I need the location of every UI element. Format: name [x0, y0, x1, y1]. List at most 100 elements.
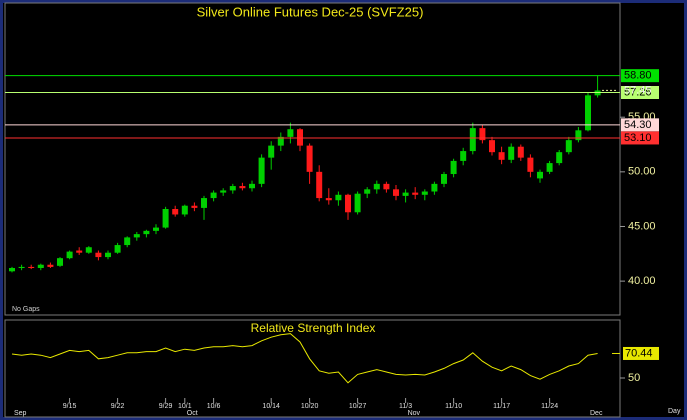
- candle-body: [249, 183, 255, 189]
- candle-body: [153, 227, 159, 231]
- level-label: 53.10: [624, 132, 652, 144]
- candle-body: [383, 183, 390, 190]
- last-value-box: [623, 346, 659, 360]
- candle-body: [498, 152, 505, 160]
- y-tick-label: 50.00: [628, 166, 656, 178]
- candle-body: [364, 189, 371, 194]
- candle-body: [191, 205, 198, 208]
- x-tick-label: 10/1: [178, 403, 192, 410]
- last-value-label: 70.44: [625, 347, 653, 359]
- candle-body: [210, 192, 217, 199]
- candle-body: [335, 194, 342, 201]
- level-label: 57.26: [624, 86, 652, 98]
- candle-body: [421, 191, 428, 195]
- candle-body: [277, 136, 284, 146]
- month-label: Nov: [408, 410, 421, 417]
- level-label: 58.80: [624, 70, 652, 82]
- candle-body: [47, 264, 54, 267]
- rsi-panel: [4, 319, 621, 418]
- candle-body: [508, 146, 515, 160]
- level-label-box: [621, 118, 659, 132]
- candle-body: [565, 140, 572, 153]
- candle-body: [287, 129, 294, 137]
- candle-body: [162, 208, 169, 228]
- candle-body: [412, 192, 419, 195]
- candle-body: [18, 266, 25, 269]
- candle-body: [316, 171, 323, 199]
- candle-body: [258, 157, 265, 184]
- note: No Gaps: [12, 306, 40, 313]
- y-tick-label: 40.00: [628, 275, 656, 287]
- candle-body: [441, 174, 447, 184]
- candle-body: [297, 129, 303, 146]
- month-label: Dec: [590, 410, 603, 417]
- candle-body: [537, 171, 543, 179]
- candle-body: [76, 250, 83, 253]
- candle-body: [345, 194, 351, 213]
- candle-body: [220, 190, 227, 193]
- rsi-title: Relative Strength Index: [251, 321, 376, 335]
- candle-body: [28, 266, 35, 269]
- x-tick-label: 10/6: [207, 403, 221, 410]
- level-label: 54.30: [624, 119, 652, 131]
- x-tick-label: 11/24: [541, 403, 558, 410]
- candle-body: [124, 237, 131, 246]
- candle-body: [66, 251, 73, 259]
- y-tick-label: 50: [628, 372, 640, 384]
- candle-body: [172, 208, 179, 215]
- candle-body: [105, 252, 111, 258]
- month-label: Oct: [187, 410, 198, 417]
- candle-body: [229, 186, 236, 191]
- candle-body: [325, 198, 332, 201]
- rsi-line: [11, 333, 598, 384]
- candle-body: [306, 145, 313, 172]
- candle-body: [57, 258, 63, 266]
- candle-body: [431, 183, 438, 192]
- level-label-box: [621, 86, 659, 100]
- x-tick-label: 9/22: [111, 403, 125, 410]
- candle-body: [181, 205, 188, 215]
- x-tick-label: 9/15: [63, 403, 77, 410]
- x-tick-label: 10/14: [262, 403, 280, 410]
- candle-body: [460, 151, 467, 161]
- candle-body: [517, 146, 524, 158]
- candle-body: [585, 95, 591, 131]
- y-tick-label: 45.00: [628, 220, 656, 232]
- x-axis-label: Day: [668, 408, 681, 415]
- month-label: Sep: [14, 410, 27, 417]
- price-panel: [4, 2, 621, 316]
- chart-title: Silver Online Futures Dec-25 (SVFZ25): [197, 4, 424, 19]
- x-tick-label: 11/3: [399, 403, 412, 410]
- candle-body: [133, 234, 140, 238]
- candle-body: [9, 268, 15, 272]
- x-tick-label: 10/27: [349, 403, 367, 410]
- candle-body: [527, 157, 534, 172]
- x-tick-label: 9/29: [159, 403, 173, 410]
- candle-body: [373, 183, 380, 190]
- candle-body: [239, 186, 246, 189]
- candle-body: [268, 145, 275, 158]
- candle-body: [556, 152, 563, 164]
- candle-body: [479, 128, 486, 141]
- x-tick-label: 10/20: [301, 403, 319, 410]
- candle-body: [489, 140, 495, 153]
- candle-body: [393, 189, 399, 196]
- candle-body: [85, 247, 92, 253]
- level-label-box: [621, 131, 659, 145]
- candle-body: [575, 130, 582, 141]
- candle-body: [354, 193, 361, 213]
- candle-body: [114, 245, 121, 253]
- candle-body: [450, 160, 457, 175]
- candle-body: [37, 264, 44, 269]
- x-tick-label: 11/10: [445, 403, 462, 410]
- last-price-label: 57.45: [624, 84, 652, 96]
- candle-body: [469, 128, 476, 152]
- level-label-box: [621, 69, 659, 83]
- candle-body: [402, 192, 409, 196]
- x-tick-label: 11/17: [493, 403, 510, 410]
- candle-body: [95, 252, 102, 258]
